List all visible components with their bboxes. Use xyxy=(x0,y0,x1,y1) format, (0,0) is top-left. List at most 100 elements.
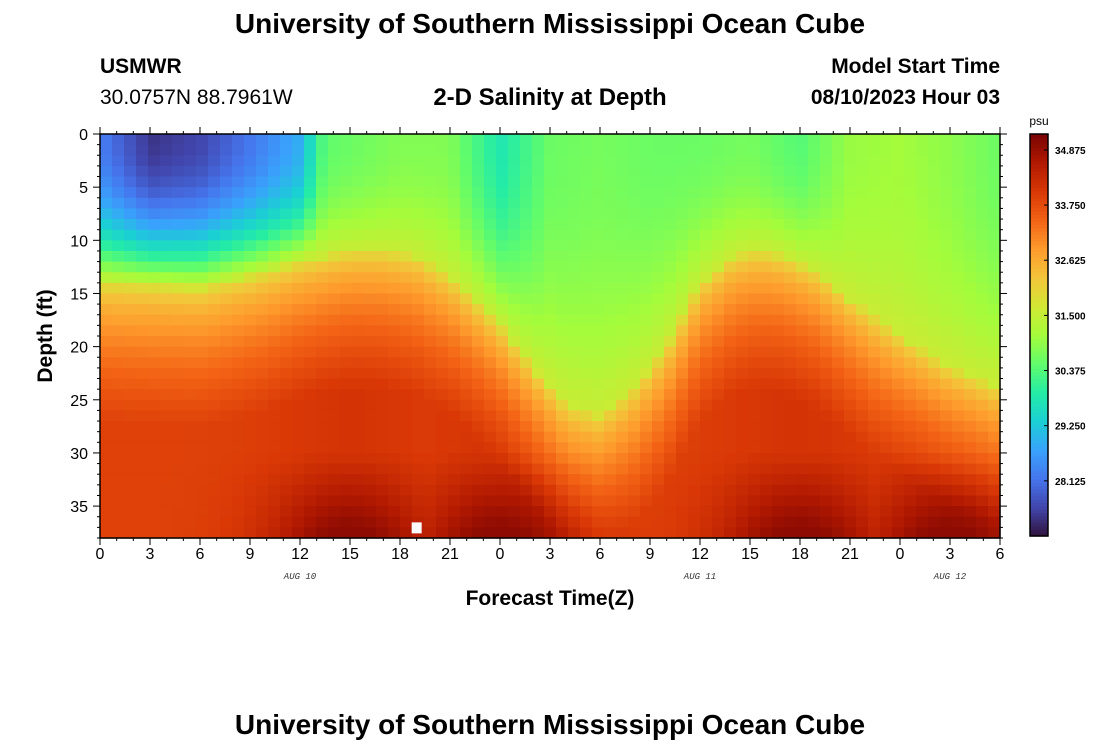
colorbar-segment xyxy=(1030,522,1048,527)
heatmap-cell xyxy=(472,527,485,539)
heatmap-cell xyxy=(328,304,341,316)
heatmap-cell xyxy=(280,219,293,231)
heatmap-cell xyxy=(172,474,185,486)
y-tick-label: 0 xyxy=(79,127,88,144)
heatmap-cell xyxy=(148,516,161,528)
heatmap-cell xyxy=(868,293,881,305)
colorbar-segment xyxy=(1030,381,1048,386)
heatmap-cell xyxy=(724,421,737,433)
heatmap-cell xyxy=(268,314,281,326)
heatmap-cell xyxy=(976,463,989,475)
heatmap-cell xyxy=(448,272,461,284)
heatmap-cell xyxy=(136,293,149,305)
heatmap-cell xyxy=(472,155,485,167)
heatmap-cell xyxy=(616,197,629,210)
heatmap-cell xyxy=(928,134,941,146)
heatmap-cell xyxy=(472,208,485,220)
heatmap-cell xyxy=(892,421,905,433)
heatmap-cell xyxy=(304,261,317,273)
heatmap-cell xyxy=(460,293,473,305)
heatmap-cell xyxy=(832,367,845,380)
heatmap-cell xyxy=(280,527,293,539)
heatmap-cell xyxy=(280,272,293,284)
heatmap-cell xyxy=(304,293,317,305)
heatmap-cell xyxy=(928,495,941,507)
heatmap-cell xyxy=(880,187,893,199)
heatmap-cell xyxy=(292,474,305,486)
heatmap-cell xyxy=(184,452,197,465)
heatmap-cell xyxy=(160,431,173,443)
heatmap-cell xyxy=(820,144,833,156)
heatmap-cell xyxy=(532,282,545,295)
heatmap-cell xyxy=(844,240,857,252)
heatmap-cell xyxy=(244,527,257,539)
heatmap-cell xyxy=(880,378,893,390)
heatmap-cell xyxy=(316,431,329,443)
heatmap-cell xyxy=(556,293,569,305)
heatmap-cell xyxy=(172,421,185,433)
heatmap-cell xyxy=(556,431,569,443)
heatmap-cell xyxy=(772,197,785,210)
heatmap-cell xyxy=(988,155,1001,167)
heatmap-cell xyxy=(160,506,173,518)
heatmap-cell xyxy=(616,410,629,422)
heatmap-cell xyxy=(760,293,773,305)
heatmap-cell xyxy=(976,506,989,518)
heatmap-cell xyxy=(736,336,749,348)
heatmap-cell xyxy=(220,240,233,252)
heatmap-cell xyxy=(508,378,521,390)
heatmap-cell xyxy=(148,357,161,369)
heatmap-cell xyxy=(940,463,953,475)
heatmap-cell xyxy=(352,325,365,337)
heatmap-cell xyxy=(496,527,509,539)
heatmap-cell xyxy=(472,442,485,454)
colorbar-segment xyxy=(1030,140,1048,145)
heatmap-cell xyxy=(856,197,869,210)
heatmap-cell xyxy=(160,250,173,263)
heatmap-cell xyxy=(280,410,293,422)
x-tick-label: 12 xyxy=(691,546,709,563)
heatmap-cell xyxy=(256,144,269,156)
heatmap-cell xyxy=(844,357,857,369)
heatmap-cell xyxy=(940,452,953,465)
heatmap-cell xyxy=(148,452,161,465)
heatmap-cell xyxy=(688,399,701,412)
heatmap-cell xyxy=(544,484,557,497)
heatmap-cell xyxy=(328,410,341,422)
heatmap-cell xyxy=(736,346,749,358)
heatmap-cell xyxy=(220,463,233,475)
heatmap-cell xyxy=(880,357,893,369)
heatmap-cell xyxy=(760,336,773,348)
heatmap-cell xyxy=(976,261,989,273)
heatmap-cell xyxy=(352,495,365,507)
heatmap-cell xyxy=(280,367,293,380)
heatmap-cell xyxy=(376,261,389,273)
heatmap-cell xyxy=(784,484,797,497)
heatmap-cell xyxy=(856,304,869,316)
heatmap-cell xyxy=(892,410,905,422)
heatmap-cell xyxy=(268,357,281,369)
heatmap-cell xyxy=(664,527,677,539)
heatmap-cell xyxy=(136,282,149,295)
heatmap-cell xyxy=(964,389,977,401)
colorbar-segment xyxy=(1030,324,1048,329)
heatmap-cell xyxy=(784,325,797,337)
heatmap-cell xyxy=(868,250,881,263)
heatmap-cell xyxy=(376,229,389,241)
heatmap-cell xyxy=(700,346,713,358)
heatmap-cell xyxy=(940,240,953,252)
heatmap-cell xyxy=(376,357,389,369)
colorbar-segment xyxy=(1030,455,1048,460)
heatmap-cell xyxy=(772,261,785,273)
heatmap-cell xyxy=(232,304,245,316)
heatmap-cell xyxy=(208,187,221,199)
heatmap-cell xyxy=(136,176,149,188)
heatmap-cell xyxy=(520,399,533,412)
heatmap-cell xyxy=(280,421,293,433)
heatmap-cell xyxy=(172,463,185,475)
heatmap-cell xyxy=(640,282,653,295)
heatmap-cell xyxy=(124,399,137,412)
colorbar-tick-label: 28.125 xyxy=(1055,477,1086,488)
heatmap-cell xyxy=(160,229,173,241)
heatmap-cell xyxy=(652,516,665,528)
